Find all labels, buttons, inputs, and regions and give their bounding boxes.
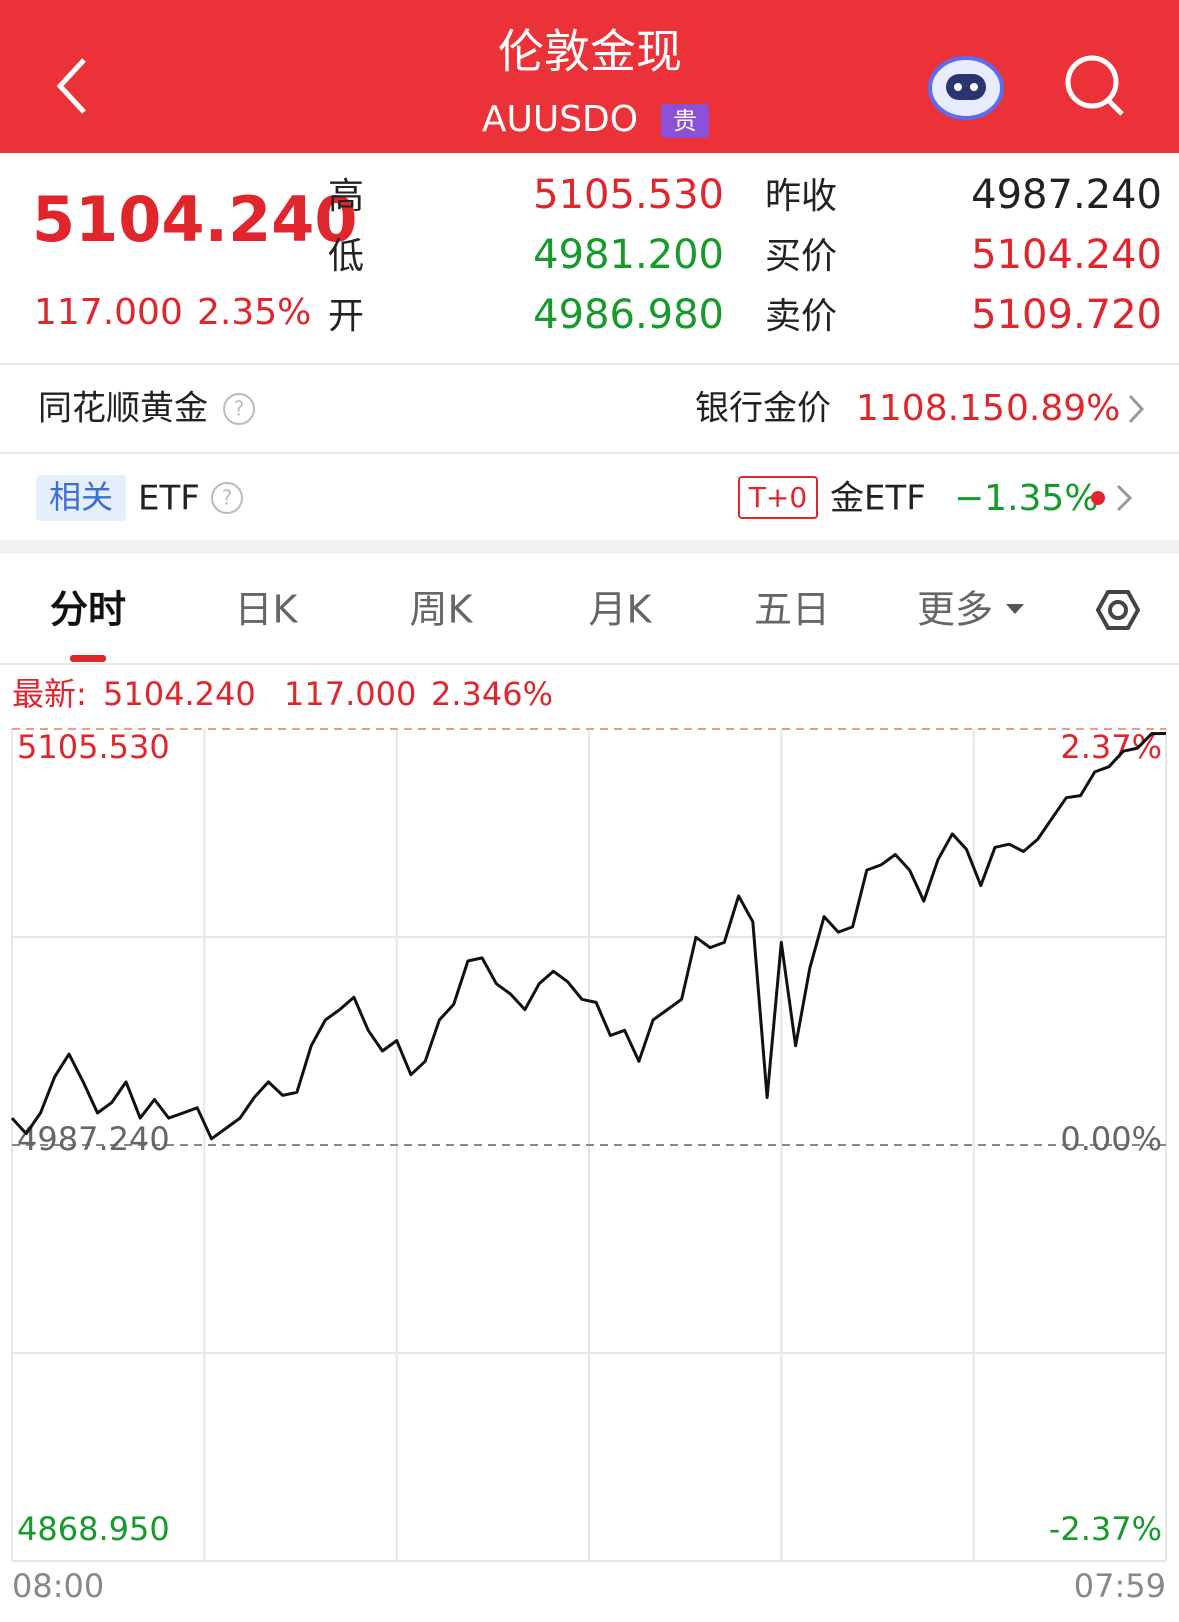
value: 4987.240 <box>971 172 1162 218</box>
y2-tick-label: 2.37% <box>1060 728 1162 766</box>
tabs: 分时 日K 周K 月K 五日 更多 <box>50 588 993 632</box>
value: 4986.980 <box>533 292 724 338</box>
gold-price: 1108.15 <box>856 388 1005 429</box>
chart: 4868.950 4987.240 5105.530 -2.37% 0.00% 2.37%… <box>10 728 1167 1605</box>
label: 买价 <box>765 236 837 277</box>
gold-label: 银行金价 <box>695 389 831 429</box>
latest-pct: 2.346% <box>431 675 553 713</box>
more-caret <box>1006 604 1024 614</box>
svg-text:?: ? <box>234 397 245 421</box>
etf-tag: 相关 <box>49 478 113 516</box>
value: 4981.200 <box>533 232 724 278</box>
price-line <box>10 732 1167 1141</box>
etf-badge: T+0 <box>748 481 807 514</box>
tab[interactable]: 周K <box>410 588 474 632</box>
gold-pct: 0.89% <box>1006 388 1120 429</box>
back-button[interactable] <box>56 58 86 114</box>
etf-fund: 金ETF <box>830 479 926 519</box>
value: 5109.720 <box>971 292 1162 338</box>
gap <box>0 540 1179 554</box>
badge: 贵 <box>673 107 697 135</box>
latest-label: 最新: <box>12 675 87 713</box>
label: 高 <box>328 176 364 217</box>
y-tick-label: 4987.240 <box>17 1120 170 1158</box>
settings-button[interactable] <box>1095 590 1141 630</box>
gold-name: 同花顺黄金 <box>38 389 208 429</box>
tab[interactable]: 五日 <box>754 588 830 632</box>
tab[interactable]: 分时 <box>50 588 126 632</box>
robot-button[interactable] <box>928 56 1004 120</box>
price: 5104.240 <box>32 183 358 256</box>
label: 开 <box>328 296 364 337</box>
y-tick-label: 5105.530 <box>17 728 170 766</box>
svg-text:?: ? <box>222 486 233 510</box>
search-button[interactable] <box>1065 55 1124 116</box>
etf-pct: −1.35% <box>954 478 1099 519</box>
tab[interactable]: 更多 <box>917 588 993 632</box>
label: 低 <box>328 236 364 277</box>
y-tick-label: 4868.950 <box>17 1510 170 1548</box>
y2-tick-label: 0.00% <box>1060 1120 1162 1158</box>
tab[interactable]: 日K <box>235 588 299 632</box>
value: 5104.240 <box>971 232 1162 278</box>
x-tick-label: 07:59 <box>1074 1567 1166 1605</box>
y2-tick-label: -2.37% <box>1049 1510 1162 1548</box>
latest-change: 117.000 <box>284 675 416 713</box>
change-pct: 2.35% <box>197 292 311 333</box>
tab-underline <box>70 655 106 662</box>
code: AUUSDO <box>482 99 638 140</box>
x-tick-label: 08:00 <box>12 1567 104 1605</box>
latest-price: 5104.240 <box>103 675 256 713</box>
tab[interactable]: 月K <box>589 588 653 632</box>
gold-row[interactable]: 同花顺黄金 ? 银行金价 1108.15 0.89% <box>38 388 1145 429</box>
label: 卖价 <box>765 296 837 337</box>
value: 5105.530 <box>533 172 724 218</box>
change: 117.000 <box>34 292 183 333</box>
label: 昨收 <box>765 176 837 217</box>
etf-row[interactable]: 相关 ETF ? T+0 金ETF −1.35% <box>36 475 1133 521</box>
title: 伦敦金现 <box>498 25 682 79</box>
etf-name: ETF <box>138 479 200 519</box>
badge-bg <box>661 104 709 138</box>
